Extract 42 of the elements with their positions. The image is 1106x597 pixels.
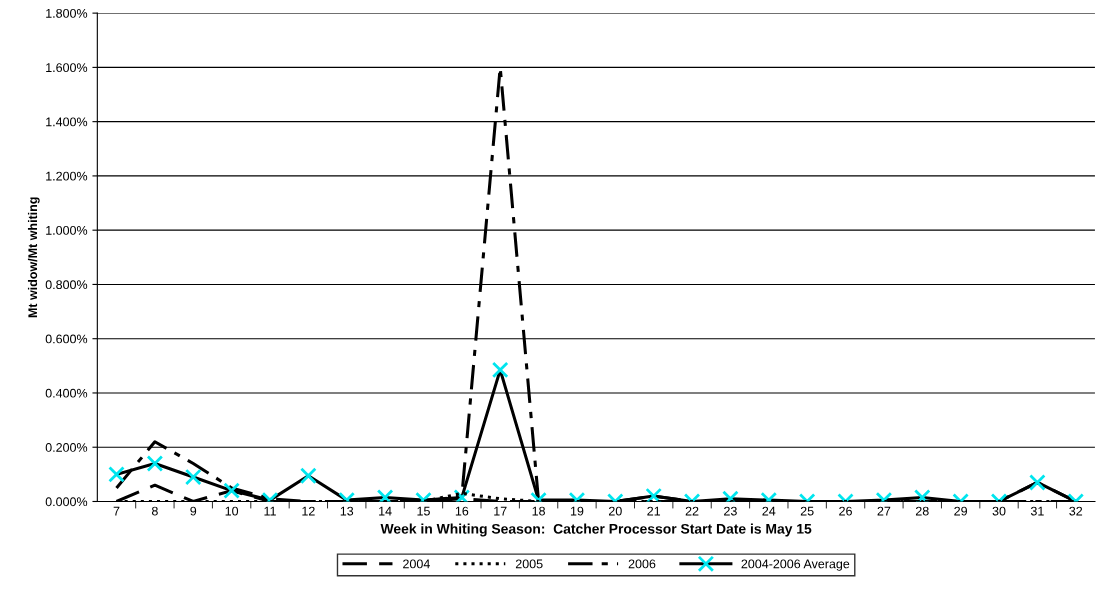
x-tick-label: 27 (877, 506, 891, 516)
x-tick-label: 12 (302, 506, 315, 516)
x-tick-label: 13 (340, 506, 354, 516)
x-tick-label: 24 (762, 506, 776, 516)
y-tick-label: 1.000% (46, 225, 88, 235)
x-tick-label: 31 (1030, 506, 1044, 516)
x-tick-label: 29 (954, 506, 968, 516)
x-tick-label: 15 (417, 506, 430, 516)
x-tick-label: 16 (455, 506, 469, 516)
y-tick-label: 1.600% (46, 63, 88, 73)
y-tick-label: 0.800% (45, 280, 88, 290)
legend-label: 2006 (628, 559, 656, 569)
x-tick-label: 19 (570, 506, 584, 516)
x-tick-label: 23 (724, 506, 737, 516)
y-tick-label: 0.600% (45, 334, 88, 344)
y-tick-label: 1.800% (46, 8, 88, 18)
legend-label: 2004-2006 Average (741, 559, 850, 571)
y-tick-label: 1.200% (46, 171, 88, 181)
y-tick-label: 0.200% (45, 443, 88, 452)
legend-label: 2004 (403, 559, 430, 569)
x-tick-label: 11 (264, 506, 276, 516)
legend-label: 2005 (515, 559, 543, 569)
x-tick-label: 28 (915, 506, 929, 516)
x-tick-label: 10 (225, 506, 239, 516)
y-axis-title: Mt widow/Mt whiting (27, 197, 40, 318)
x-tick-label: 21 (647, 506, 661, 516)
x-axis-title: Week in Whiting Season: Catcher Processor Start Date is May 15 (380, 523, 812, 537)
y-tick-label: 1.400% (46, 117, 88, 127)
x-tick-label: 30 (992, 506, 1006, 516)
x-tick-label: 22 (685, 506, 699, 516)
x-tick-label: 7 (113, 506, 120, 516)
y-tick-label: 0.000% (45, 497, 88, 507)
x-tick-label: 14 (379, 506, 392, 516)
x-tick-label: 26 (839, 506, 852, 516)
x-tick-label: 17 (494, 506, 507, 516)
x-tick-label: 25 (800, 506, 814, 516)
x-tick-label: 20 (609, 506, 622, 516)
x-tick-label: 32 (1069, 506, 1083, 516)
x-tick-label: 18 (532, 506, 545, 516)
x-tick-label: 8 (151, 506, 158, 516)
y-tick-label: 0.400% (45, 388, 88, 398)
x-tick-label: 9 (190, 506, 197, 516)
